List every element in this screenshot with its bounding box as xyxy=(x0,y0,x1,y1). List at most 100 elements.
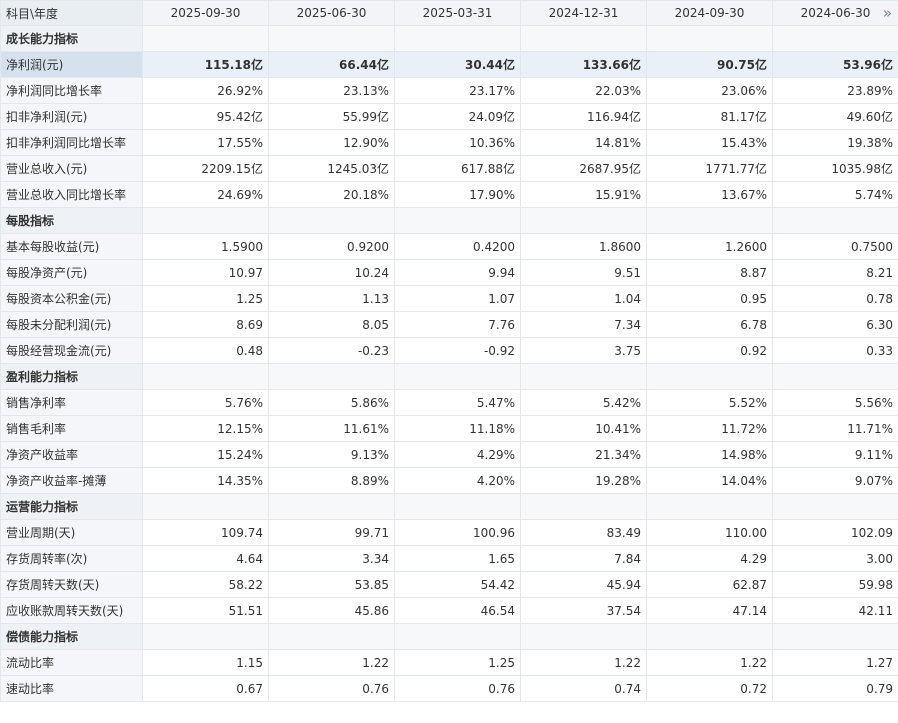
value-cell: 109.74 xyxy=(142,519,269,546)
value-cell: 0.92 xyxy=(646,337,773,364)
value-cell: 5.52% xyxy=(646,389,773,416)
value-cell: 5.47% xyxy=(394,389,521,416)
table-row: 每股净资产(元) 10.97 10.24 9.94 9.51 8.87 8.21 xyxy=(0,259,898,286)
value-cell: 9.13% xyxy=(268,441,395,468)
value-cell: 0.95 xyxy=(646,285,773,312)
value-cell: 42.11 xyxy=(772,597,898,624)
empty-cell xyxy=(646,623,773,650)
column-date: 2024-06-30 xyxy=(800,6,871,20)
table-row: 存货周转天数(天) 58.22 53.85 54.42 45.94 62.87 59.98 xyxy=(0,571,898,598)
empty-cell xyxy=(772,493,898,520)
value-cell: 9.07% xyxy=(772,467,898,494)
value-cell: 7.76 xyxy=(394,311,521,338)
value-cell: 110.00 xyxy=(646,519,773,546)
value-cell: 66.44亿 xyxy=(268,51,395,78)
value-cell: 1.27 xyxy=(772,649,898,676)
section-title: 每股指标 xyxy=(0,207,143,234)
value-cell: 0.9200 xyxy=(268,233,395,260)
value-cell: 8.69 xyxy=(142,311,269,338)
value-cell: 100.96 xyxy=(394,519,521,546)
empty-cell xyxy=(394,25,521,52)
value-cell: 8.21 xyxy=(772,259,898,286)
value-cell: 5.76% xyxy=(142,389,269,416)
value-cell: 17.90% xyxy=(394,181,521,208)
value-cell: 1.04 xyxy=(520,285,647,312)
value-cell: 10.97 xyxy=(142,259,269,286)
empty-cell xyxy=(268,363,395,390)
value-cell: 59.98 xyxy=(772,571,898,598)
empty-cell xyxy=(142,25,269,52)
table-row: 每股经营现金流(元) 0.48 -0.23 -0.92 3.75 0.92 0.33 xyxy=(0,337,898,364)
empty-cell xyxy=(520,363,647,390)
value-cell: 15.24% xyxy=(142,441,269,468)
empty-cell xyxy=(142,207,269,234)
empty-cell xyxy=(772,25,898,52)
value-cell: 8.89% xyxy=(268,467,395,494)
value-cell: 1.07 xyxy=(394,285,521,312)
table-row: 扣非净利润(元) 95.42亿 55.99亿 24.09亿 116.94亿 81.17亿 4… xyxy=(0,103,898,130)
value-cell: 7.34 xyxy=(520,311,647,338)
value-cell: 14.81% xyxy=(520,129,647,156)
value-cell: 24.09亿 xyxy=(394,103,521,130)
row-label: 净资产收益率 xyxy=(0,441,143,468)
value-cell: 5.86% xyxy=(268,389,395,416)
value-cell: 4.29% xyxy=(394,441,521,468)
empty-cell xyxy=(520,493,647,520)
table-row: 净资产收益率-摊薄 14.35% 8.89% 4.20% 19.28% 14.04% 9.0… xyxy=(0,467,898,494)
row-label: 销售净利率 xyxy=(0,389,143,416)
value-cell: 0.79 xyxy=(772,675,898,702)
value-cell: 15.91% xyxy=(520,181,647,208)
value-cell: 19.28% xyxy=(520,467,647,494)
value-cell: 2209.15亿 xyxy=(142,155,269,182)
table-row: 每股资本公积金(元) 1.25 1.13 1.07 1.04 0.95 0.78 xyxy=(0,285,898,312)
value-cell: 0.78 xyxy=(772,285,898,312)
value-cell: 21.34% xyxy=(520,441,647,468)
value-cell: 10.24 xyxy=(268,259,395,286)
row-label: 每股净资产(元) xyxy=(0,259,143,286)
section-title: 盈利能力指标 xyxy=(0,363,143,390)
row-label: 速动比率 xyxy=(0,675,143,702)
row-label: 营业周期(天) xyxy=(0,519,143,546)
empty-cell xyxy=(772,363,898,390)
empty-cell xyxy=(268,493,395,520)
value-cell: 9.51 xyxy=(520,259,647,286)
corner-label: 科目\年度 xyxy=(0,0,143,26)
value-cell: 15.43% xyxy=(646,129,773,156)
value-cell: 12.90% xyxy=(268,129,395,156)
value-cell: 22.03% xyxy=(520,77,647,104)
row-label: 营业总收入同比增长率 xyxy=(0,181,143,208)
row-label: 销售毛利率 xyxy=(0,415,143,442)
value-cell: 14.35% xyxy=(142,467,269,494)
row-label: 存货周转率(次) xyxy=(0,545,143,572)
value-cell: 83.49 xyxy=(520,519,647,546)
table-row: 应收账款周转天数(天) 51.51 45.86 46.54 37.54 47.14 42.1… xyxy=(0,597,898,624)
value-cell: 1.65 xyxy=(394,545,521,572)
empty-cell xyxy=(268,25,395,52)
value-cell: 6.78 xyxy=(646,311,773,338)
value-cell: 58.22 xyxy=(142,571,269,598)
section-header-row: 每股指标 xyxy=(0,207,898,234)
table-row: 营业总收入同比增长率 24.69% 20.18% 17.90% 15.91% 13.67%… xyxy=(0,181,898,208)
value-cell: 53.96亿 xyxy=(772,51,898,78)
value-cell: 6.30 xyxy=(772,311,898,338)
value-cell: 11.18% xyxy=(394,415,521,442)
section-title: 成长能力指标 xyxy=(0,25,143,52)
header-row: 科目\年度 2025-09-30 2025-06-30 2025-03-31 2… xyxy=(0,0,898,26)
value-cell: 14.04% xyxy=(646,467,773,494)
value-cell: 30.44亿 xyxy=(394,51,521,78)
value-cell: 19.38% xyxy=(772,129,898,156)
column-date: 2025-09-30 xyxy=(142,0,269,26)
table-row: 销售毛利率 12.15% 11.61% 11.18% 10.41% 11.72% 11.71… xyxy=(0,415,898,442)
double-chevron-right-icon[interactable]: » xyxy=(882,4,892,22)
section-title: 偿债能力指标 xyxy=(0,623,143,650)
value-cell: 20.18% xyxy=(268,181,395,208)
row-label: 净资产收益率-摊薄 xyxy=(0,467,143,494)
value-cell: 0.7500 xyxy=(772,233,898,260)
value-cell: 1.8600 xyxy=(520,233,647,260)
table-row: 扣非净利润同比增长率 17.55% 12.90% 10.36% 14.81% 15.43%… xyxy=(0,129,898,156)
value-cell: 23.17% xyxy=(394,77,521,104)
value-cell: 47.14 xyxy=(646,597,773,624)
value-cell: -0.23 xyxy=(268,337,395,364)
value-cell: 9.11% xyxy=(772,441,898,468)
empty-cell xyxy=(142,363,269,390)
